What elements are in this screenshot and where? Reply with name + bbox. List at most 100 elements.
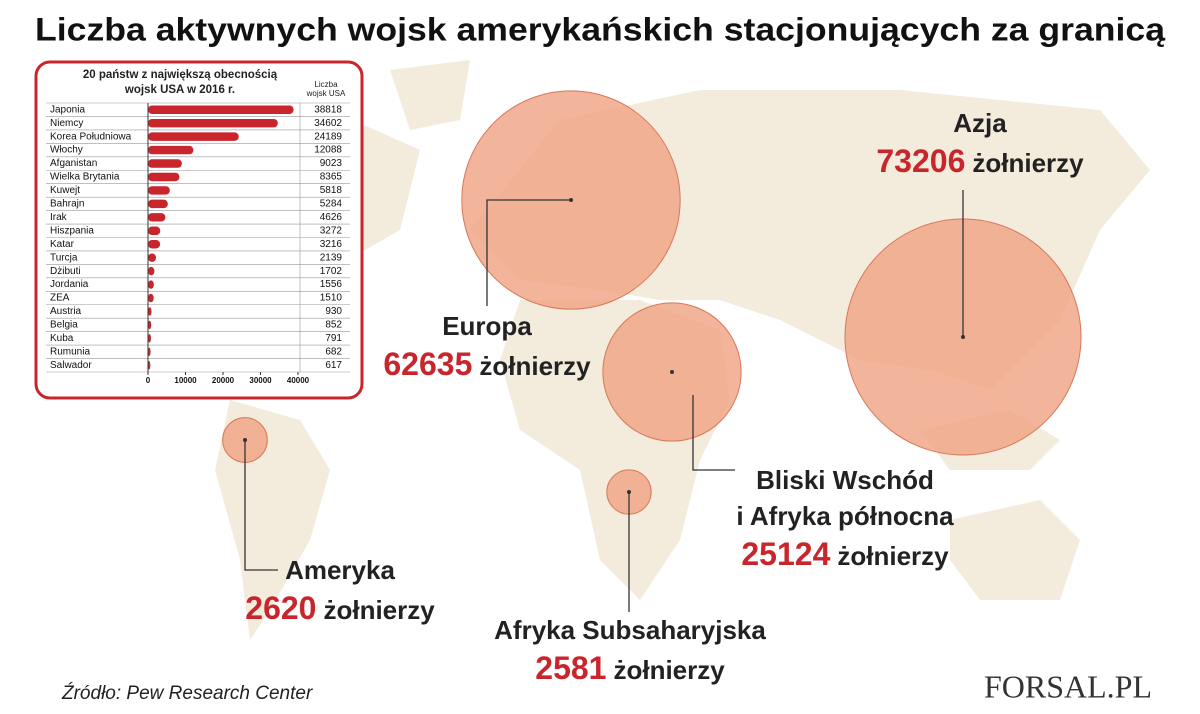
region-value: 2581 — [535, 650, 607, 686]
value-label: 3272 — [320, 225, 343, 236]
region-name: Azja — [953, 108, 1007, 138]
region-unit: żołnierzy — [479, 351, 591, 381]
value-label: 1510 — [320, 293, 343, 304]
x-tick-label: 40000 — [287, 376, 310, 385]
region-name: Ameryka — [285, 555, 395, 585]
bar — [148, 361, 151, 370]
bar — [148, 199, 168, 209]
x-tick-label: 0 — [146, 376, 151, 385]
leader-dot — [961, 335, 965, 339]
category-label: Korea Południowa — [50, 131, 132, 142]
bar — [148, 347, 151, 357]
value-label: 5284 — [320, 199, 343, 210]
category-label: Japonia — [50, 104, 85, 115]
leader-dot — [670, 370, 674, 374]
bar — [148, 159, 182, 168]
region-value-line: 62635 żołnierzy — [383, 344, 590, 386]
category-label: Salwador — [50, 360, 92, 371]
value-label: 5818 — [320, 185, 343, 196]
value-label: 617 — [325, 360, 342, 371]
bar — [148, 226, 161, 235]
category-label: Austria — [50, 306, 82, 317]
region-unit: żołnierzy — [972, 148, 1084, 178]
value-label: 1556 — [320, 279, 343, 290]
bar — [148, 320, 152, 330]
value-header: Liczba wojsk USA — [306, 80, 346, 98]
region-value-line: 2581 żołnierzy — [494, 648, 766, 690]
region-name: Bliski Wschód i Afryka północna — [736, 465, 954, 531]
region-value: 25124 — [741, 536, 831, 572]
category-label: Hiszpania — [50, 225, 94, 236]
bar — [148, 145, 194, 155]
category-label: Katar — [50, 239, 75, 250]
region-label: Ameryka 2620 żołnierzy — [245, 552, 434, 630]
value-label: 38818 — [314, 104, 342, 115]
region-label: Bliski Wschód i Afryka północna 25124 żołn… — [736, 462, 953, 576]
value-label: 852 — [325, 320, 342, 331]
region-value: 2620 — [245, 590, 317, 626]
x-tick-label: 30000 — [249, 376, 272, 385]
region-label: Azja 73206 żołnierzy — [876, 105, 1083, 183]
category-label: Irak — [50, 212, 68, 223]
category-label: ZEA — [50, 293, 70, 304]
logo: FORSAL.PL — [984, 668, 1152, 704]
value-label: 1702 — [320, 266, 343, 277]
region-label: Afryka Subsaharyjska 2581 żołnierzy — [494, 612, 766, 690]
region-value: 62635 — [383, 346, 473, 382]
inset-title: 20 państw z największą obecnością wojsk … — [82, 69, 278, 96]
region-value-line: 2620 żołnierzy — [245, 588, 434, 630]
category-label: Kuwejt — [50, 185, 80, 196]
bar — [148, 118, 278, 128]
leader-line — [244, 440, 278, 571]
bar — [148, 132, 239, 141]
leader-dot — [569, 198, 573, 202]
category-label: Włochy — [50, 145, 83, 156]
category-label: Turcja — [50, 252, 78, 263]
region-value-line: 73206 żołnierzy — [876, 141, 1083, 183]
bar — [148, 266, 155, 276]
x-tick-label: 20000 — [212, 376, 235, 385]
bar — [148, 253, 157, 262]
bar — [148, 334, 151, 343]
category-label: Belgia — [50, 320, 78, 331]
value-label: 2139 — [320, 252, 343, 263]
region-name: Europa — [442, 311, 532, 341]
region-unit: żołnierzy — [837, 541, 949, 571]
bar — [148, 307, 152, 316]
bar — [148, 280, 154, 289]
bar — [148, 172, 180, 182]
value-label: 682 — [325, 346, 342, 357]
category-label: Dżibuti — [50, 266, 81, 277]
x-tick-label: 10000 — [174, 376, 197, 385]
value-label: 4626 — [320, 212, 343, 223]
bar — [148, 240, 161, 249]
value-label: 12088 — [314, 145, 342, 156]
bar — [148, 105, 294, 114]
region-unit: żołnierzy — [323, 595, 435, 625]
region-label: Europa 62635 żołnierzy — [383, 308, 590, 386]
category-label: Wielka Brytania — [50, 172, 120, 183]
title: Liczba aktywnych wojsk amerykańskich sta… — [35, 11, 1165, 47]
region-name: Afryka Subsaharyjska — [494, 615, 766, 645]
region-value: 73206 — [876, 143, 966, 179]
leader-line — [692, 395, 735, 471]
value-label: 8365 — [320, 172, 343, 183]
category-label: Jordania — [50, 279, 89, 290]
value-label: 24189 — [314, 131, 342, 142]
region-unit: żołnierzy — [613, 655, 725, 685]
value-label: 3216 — [320, 239, 343, 250]
value-label: 930 — [325, 306, 342, 317]
category-label: Bahrajn — [50, 199, 84, 210]
category-label: Rumunia — [50, 346, 90, 357]
value-label: 34602 — [314, 118, 342, 129]
bar — [148, 213, 166, 222]
bar — [148, 186, 170, 195]
leader-dot — [243, 438, 247, 442]
bar — [148, 293, 154, 303]
leader-line — [486, 199, 571, 306]
category-label: Kuba — [50, 333, 74, 344]
leader-dot — [627, 490, 631, 494]
value-label: 791 — [325, 333, 342, 344]
